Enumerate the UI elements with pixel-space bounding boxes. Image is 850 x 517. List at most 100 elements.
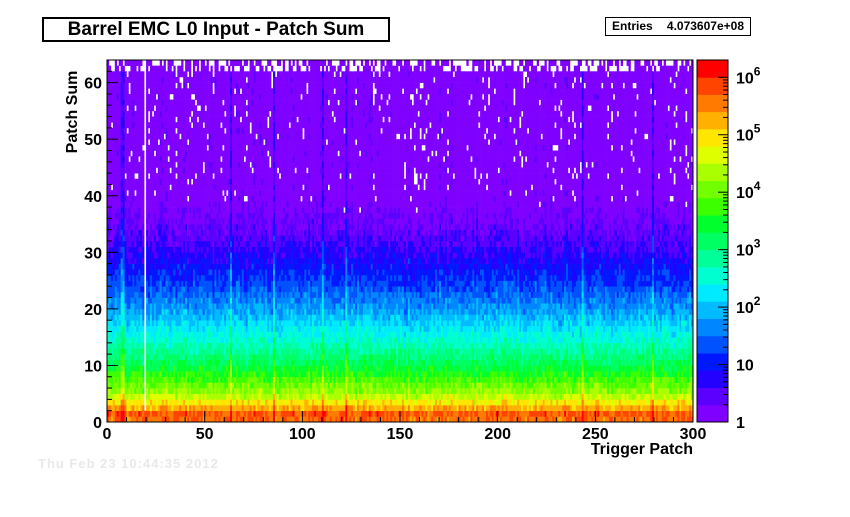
- heatmap-cell: [118, 229, 121, 236]
- heatmap-cell: [120, 382, 123, 389]
- heatmap-cell: [243, 371, 246, 378]
- heatmap-cell: [151, 82, 155, 89]
- heatmap-cell: [204, 365, 207, 372]
- heatmap-cell: [222, 116, 225, 123]
- heatmap-cell: [153, 173, 157, 180]
- heatmap-cell: [185, 71, 188, 78]
- heatmap-cell: [249, 337, 252, 344]
- heatmap-cell: [255, 60, 258, 66]
- heatmap-cell: [243, 252, 246, 259]
- heatmap-cell: [155, 65, 159, 72]
- heatmap-cell: [255, 76, 258, 83]
- heatmap-cell: [124, 99, 127, 106]
- heatmap-cell: [185, 161, 188, 168]
- heatmap-cell: [214, 331, 217, 338]
- heatmap-cell: [263, 274, 266, 281]
- heatmap-cell: [216, 405, 219, 411]
- heatmap-cell: [261, 359, 264, 366]
- heatmap-cell: [216, 337, 219, 344]
- heatmap-cell: [112, 173, 116, 180]
- heatmap-cell: [128, 297, 131, 304]
- heatmap-cell: [177, 173, 180, 180]
- heatmap-cell: [194, 110, 198, 117]
- heatmap-cell: [208, 303, 211, 310]
- heatmap-cell: [214, 399, 217, 406]
- heatmap-cell: [140, 252, 143, 259]
- heatmap-cell: [146, 122, 149, 129]
- heatmap-cell: [265, 269, 268, 276]
- heatmap-cell: [251, 274, 254, 281]
- heatmap-cell: [175, 252, 178, 259]
- heatmap-cell: [163, 235, 166, 242]
- heatmap-cell: [255, 82, 258, 89]
- heatmap-cell: [173, 127, 176, 134]
- heatmap-cell: [230, 122, 233, 129]
- heatmap-cell: [241, 156, 245, 163]
- heatmap-cell: [249, 184, 252, 191]
- heatmap-cell: [206, 229, 209, 236]
- heatmap-cell: [198, 184, 202, 191]
- heatmap-cell: [134, 144, 137, 151]
- heatmap-cell: [132, 229, 135, 236]
- heatmap-cell: [192, 122, 196, 129]
- heatmap-cell: [183, 167, 186, 174]
- heatmap-cell: [253, 314, 256, 321]
- heatmap-cell: [216, 416, 219, 423]
- heatmap-cell: [108, 297, 112, 304]
- heatmap-cell: [112, 184, 116, 191]
- heatmap-cell: [259, 274, 262, 281]
- heatmap-cell: [245, 393, 248, 400]
- heatmap-cell: [237, 274, 241, 281]
- heatmap-cell: [253, 218, 256, 225]
- heatmap-cell: [110, 82, 114, 89]
- heatmap-cell: [126, 263, 129, 270]
- heatmap-cell: [110, 359, 114, 366]
- heatmap-cell: [179, 274, 182, 281]
- heatmap-cell: [159, 331, 162, 338]
- x-axis-label: Trigger Patch: [590, 441, 693, 458]
- heatmap-cell: [165, 269, 168, 276]
- heatmap-cell: [107, 229, 110, 236]
- heatmap-cell: [261, 246, 264, 253]
- heatmap-cell: [251, 269, 254, 276]
- heatmap-cell: [124, 320, 127, 327]
- heatmap-cell: [116, 122, 120, 129]
- heatmap-cell: [224, 274, 227, 281]
- heatmap-cell: [183, 286, 186, 293]
- heatmap-cell: [241, 229, 245, 236]
- heatmap-cell: [196, 320, 200, 327]
- heatmap-cell: [214, 382, 217, 389]
- heatmap-cell: [175, 212, 178, 219]
- heatmap-cell: [167, 365, 170, 372]
- heatmap-cell: [187, 331, 190, 338]
- heatmap-cell: [210, 246, 213, 253]
- heatmap-cell: [128, 252, 131, 259]
- heatmap-cell: [142, 184, 145, 191]
- heatmap-cell: [235, 60, 239, 66]
- heatmap-cell: [259, 133, 262, 140]
- heatmap-cell: [126, 388, 129, 395]
- heatmap-cell: [212, 127, 215, 134]
- heatmap-cell: [157, 314, 161, 321]
- heatmap-cell: [171, 122, 174, 129]
- heatmap-cell: [257, 269, 260, 276]
- heatmap-cell: [220, 178, 223, 185]
- heatmap-cell: [247, 235, 250, 242]
- heatmap-cell: [165, 133, 168, 140]
- heatmap-cell: [204, 65, 207, 72]
- heatmap-cell: [138, 212, 141, 219]
- heatmap-cell: [173, 331, 176, 338]
- heatmap-cell: [167, 388, 170, 395]
- heatmap-cell: [155, 382, 159, 389]
- heatmap-cell: [194, 257, 198, 264]
- heatmap-cell: [185, 331, 188, 338]
- heatmap-cell: [159, 257, 162, 264]
- heatmap-cell: [163, 76, 166, 83]
- heatmap-cell: [224, 365, 227, 372]
- heatmap-cell: [177, 241, 180, 247]
- heatmap-cell: [249, 212, 252, 219]
- heatmap-cell: [189, 388, 192, 395]
- heatmap-cell: [110, 314, 114, 321]
- heatmap-cell: [224, 269, 227, 276]
- heatmap-cell: [192, 388, 196, 395]
